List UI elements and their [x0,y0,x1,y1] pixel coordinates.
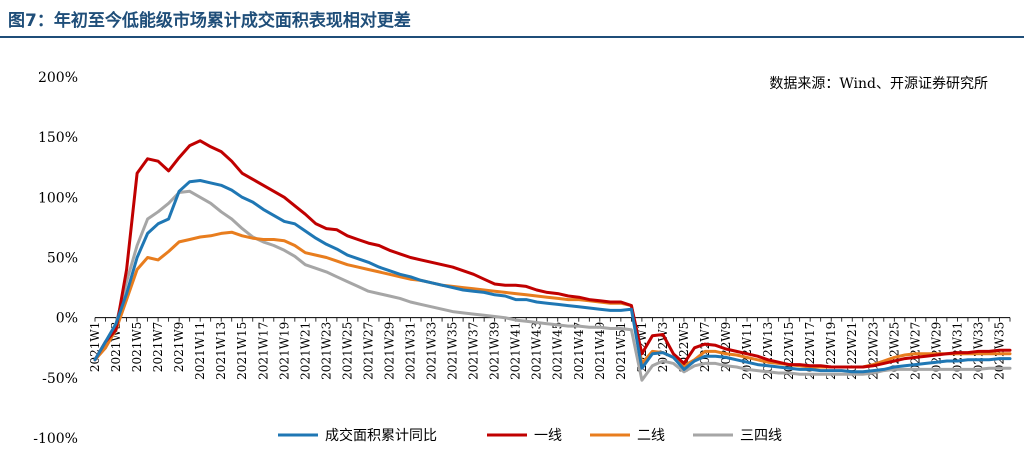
source-note: 数据来源：Wind、开源证券研究所 [769,76,988,92]
x-tick-label: 2021W37 [467,322,481,380]
x-tick-label: 2021W15 [235,322,249,380]
x-tick-label: 2021W49 [593,322,607,380]
y-tick-label: 50% [47,251,78,267]
y-tick-label: 150% [38,130,78,146]
x-tick-label: 2021W7 [151,322,165,373]
x-tick-label: 2022W15 [782,322,796,380]
x-tick-label: 2021W29 [382,322,396,380]
y-tick-label: 200% [38,70,78,86]
series-lines [93,139,1012,382]
x-tick-label: 2021W23 [319,322,333,380]
x-tick-label: 2021W21 [298,322,312,380]
legend: 成交面积累计同比 一线 二线 三四线 [278,427,782,444]
series-line-1 [93,179,1012,374]
y-tick-label: -100% [33,431,78,447]
chart-title: 图7：年初至今低能级市场累计成交面积表现相对更差 [8,11,411,31]
x-tick-label: 2021W51 [614,322,628,380]
legend-label-1: 成交面积累计同比 [325,427,437,444]
x-tick-label: 2021W17 [256,322,270,380]
x-tick-label: 2021W31 [404,322,418,380]
x-tick-label: 2022W11 [740,322,754,380]
x-axis: 2021W1 2021W3 2021W5 2021W7 2021W9 2021W11 202… [88,317,1011,380]
x-tick-label: 2021W39 [488,322,502,380]
x-tick-label: 2021W43 [530,322,544,380]
legend-label-3: 二线 [637,428,665,444]
x-tick-label: 2021W13 [214,322,228,380]
y-tick-label: -50% [42,371,78,387]
legend-label-4: 三四线 [740,428,782,444]
x-tick-label: 2021W35 [446,322,460,380]
x-tick-label: 2022W29 [929,322,943,380]
x-tick-label: 2021W45 [551,322,565,380]
title-divider [0,36,1024,38]
x-tick-label: 2022W21 [845,322,859,380]
y-axis: 200% 150% 100% 50% 0% -50% -100% [33,70,78,447]
y-tick-label: 100% [38,190,78,206]
x-tick-label: 2021W5 [130,322,144,373]
x-tick-label: 2021W25 [340,322,354,380]
x-tick-label: 2021W19 [277,322,291,380]
x-tick-label: 2021W41 [509,322,523,380]
series-line-4 [93,189,1012,382]
x-tick-label: 2021W1 [88,322,102,373]
y-tick-label: 0% [56,311,78,327]
x-tick-label: 2022W7 [698,322,712,373]
series-line-2 [93,139,1012,369]
x-tick-label: 2021W33 [425,322,439,380]
x-tick-label: 2022W31 [950,322,964,380]
x-tick-label: 2021W27 [361,322,375,380]
x-tick-label: 2021W47 [572,322,586,380]
x-tick-label: 2022W27 [908,322,922,380]
x-tick-label: 2021W11 [193,322,207,380]
legend-label-2: 一线 [534,428,562,444]
x-tick-label: 2021W9 [172,322,186,373]
